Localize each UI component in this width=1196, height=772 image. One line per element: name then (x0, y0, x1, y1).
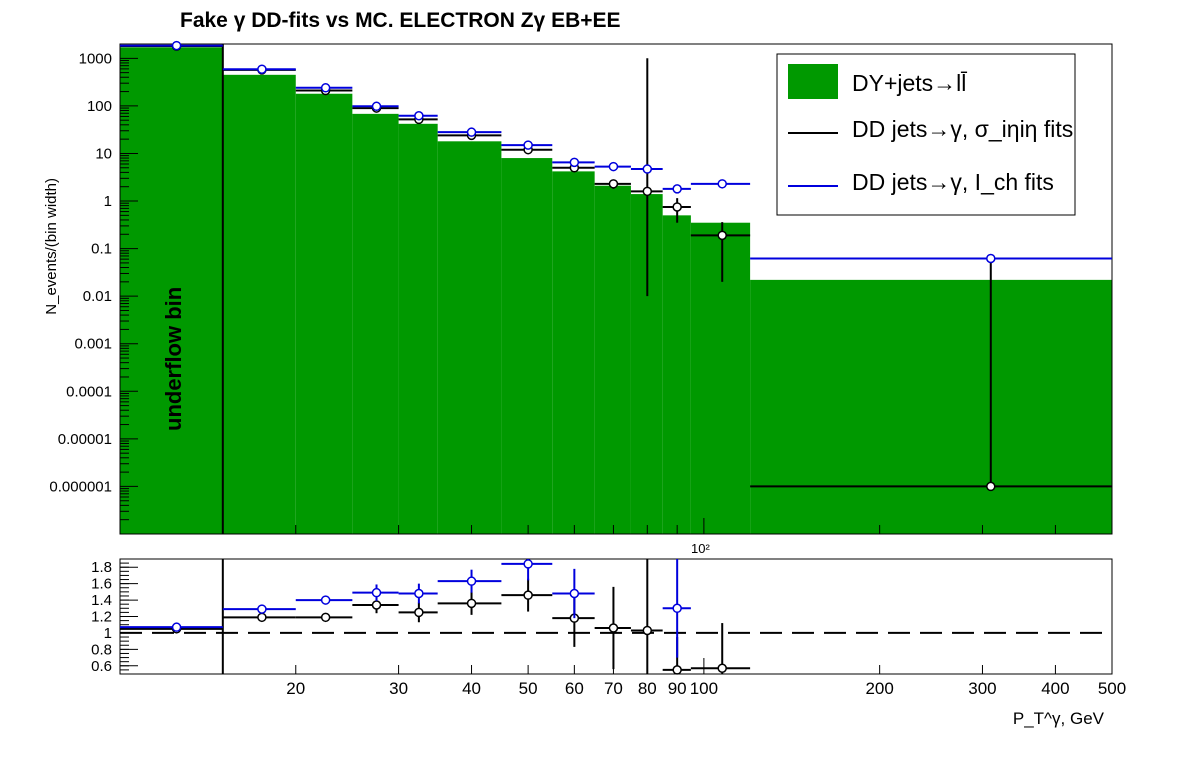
y-tick-label: 0.00001 (58, 431, 112, 448)
ratio-point-1 (171, 622, 182, 632)
data-point-ich (608, 161, 619, 172)
data-point-ich (371, 101, 382, 112)
ratio-point-0 (717, 663, 727, 673)
y-tick-label: 0.001 (74, 336, 112, 353)
mc-histogram-bar (295, 93, 353, 534)
x-tick-label: 30 (389, 679, 408, 698)
ratio-point-1 (672, 603, 682, 614)
y-tick-label: 0.0001 (66, 383, 112, 400)
ratio-point-1 (523, 559, 533, 569)
mc-histogram-bar (398, 123, 438, 534)
main-plot-panel: 0.000001 0.00001 0.0001 0.001 0.01 0.1 1 10 100 1… (49, 40, 1113, 535)
ratio-point-0 (257, 612, 267, 623)
x-tick-label: 100 (690, 679, 718, 698)
x-tick-label: 20 (286, 679, 305, 698)
data-point-ich (466, 127, 477, 137)
x-tick-label: 90 (668, 679, 687, 698)
ratio-y-tick-label: 1.4 (91, 592, 112, 609)
ratio-point-0 (672, 665, 682, 675)
x-tick-label: 80 (638, 679, 657, 698)
data-point-ich (320, 83, 331, 93)
legend-label-ich: DD jets→γ, I_ch fits (852, 169, 1054, 195)
ratio-point-1 (257, 604, 267, 614)
mc-histogram-bar (352, 113, 399, 534)
chart-title: Fake γ DD-fits vs MC. ELECTRON Zγ EB+EE (180, 9, 621, 32)
data-point-ich (414, 111, 424, 121)
y-tick-label: 0.1 (91, 241, 112, 258)
ratio-y-tick-label: 1 (104, 625, 112, 642)
main-plot-frame (119, 43, 1113, 535)
mc-histogram-bar (501, 158, 553, 534)
legend-label-dy: DY+jets→ll̄ (852, 70, 968, 96)
y-tick-label: 0.000001 (49, 478, 112, 495)
ratio-point-1 (371, 587, 382, 598)
data-point-sieie (986, 481, 996, 492)
y-axis-label: N_events/(bin width) (43, 178, 60, 315)
y-tick-label: 1000 (79, 50, 112, 67)
ratio-point-0 (320, 612, 331, 623)
x-tick-label: 50 (519, 679, 538, 698)
ratio-point-1 (414, 588, 424, 599)
x-tick-label: 500 (1098, 679, 1126, 698)
mc-histogram-bar (120, 47, 223, 535)
data-point-sieie (672, 202, 682, 212)
data-point-ich (672, 184, 682, 194)
ratio-point-0 (371, 600, 382, 610)
x-tick-label: 300 (968, 679, 996, 698)
x-tick-label: 400 (1041, 679, 1069, 698)
ratio-point-0 (414, 607, 424, 618)
data-point-ich (523, 140, 533, 150)
mc-histogram-bar (750, 279, 1112, 534)
mc-histogram-bar (437, 141, 502, 534)
ratio-plot-panel: 20 30 40 50 60 70 80 90 100 200 300 400 5000.60.811.… (91, 558, 1126, 698)
ratio-point-0 (608, 623, 619, 633)
mc-histogram-bar (690, 222, 751, 535)
ratio-y-tick-label: 1.8 (91, 559, 112, 576)
x-tick-label: 200 (865, 679, 893, 698)
mc-histogram-bar (222, 74, 296, 534)
x-tick-label: 70 (604, 679, 623, 698)
x-multiplier-label: 10² (691, 541, 710, 556)
data-point-ich (642, 164, 653, 174)
ratio-point-0 (523, 590, 533, 600)
data-point-ich (569, 157, 580, 168)
data-point-ich (986, 253, 996, 264)
x-axis-label: P_T^γ, GeV (1013, 709, 1105, 728)
legend: DY+jets→ll̄ DD jets→γ, σ_iηiη fits DD je… (776, 53, 1076, 216)
x-tick-label: 40 (462, 679, 481, 698)
ratio-point-1 (466, 576, 477, 586)
x-tick-label: 60 (565, 679, 584, 698)
legend-label-sieie: DD jets→γ, σ_iηiη fits (852, 116, 1073, 142)
ratio-y-tick-label: 0.6 (91, 658, 112, 675)
y-tick-label: 100 (87, 98, 112, 115)
data-point-sieie (642, 186, 653, 197)
y-tick-label: 0.01 (83, 288, 112, 305)
legend-swatch-dy (788, 64, 838, 99)
data-point-ich (171, 40, 182, 51)
mc-histogram-bar (662, 215, 691, 534)
y-tick-label: 1 (104, 193, 112, 210)
ratio-point-0 (642, 625, 653, 636)
data-point-sieie (608, 179, 619, 189)
data-point-ich (717, 179, 727, 189)
mc-histogram-bar (552, 171, 595, 534)
ratio-point-1 (320, 595, 331, 605)
ratio-point-0 (466, 598, 477, 609)
ratio-point-1 (569, 588, 580, 599)
ratio-y-tick-label: 0.8 (91, 641, 112, 658)
ratio-y-tick-label: 1.6 (91, 576, 112, 593)
ratio-y-tick-label: 1.2 (91, 609, 112, 626)
data-point-ich (257, 64, 267, 74)
mc-histogram-bar (594, 185, 631, 535)
data-point-sieie (717, 230, 727, 241)
underflow-annotation: underflow bin (161, 287, 186, 431)
y-tick-label: 10 (95, 145, 112, 162)
